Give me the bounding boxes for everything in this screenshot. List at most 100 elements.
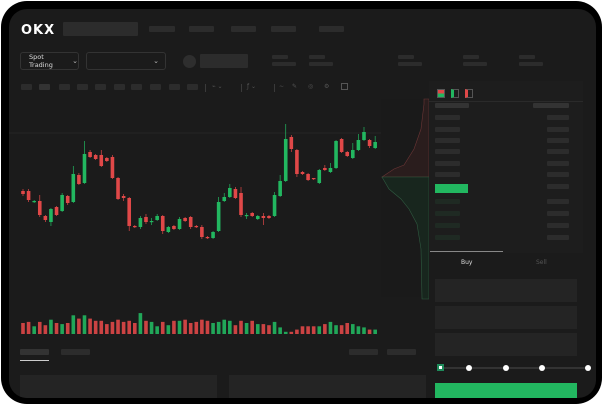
nav-item[interactable] [319, 26, 344, 32]
candle [250, 213, 254, 216]
volume-bar [334, 325, 338, 334]
tab-buy[interactable]: Buy [461, 259, 473, 266]
candle [267, 216, 271, 218]
candle [105, 158, 109, 161]
volume-bar [311, 326, 316, 334]
bid-amount [547, 199, 569, 204]
candle [183, 218, 187, 221]
volume-bar [172, 320, 176, 334]
app-screen: OKX Spot Trading ⌄ ⌄ ⌁ ⌄ ƒ ⌄ ∼ ✎ ◎ ⚙ [9, 9, 596, 398]
volume-bar [116, 319, 120, 334]
depth-asks [381, 98, 429, 178]
volume-bar [216, 321, 221, 334]
volume-bar [295, 329, 299, 334]
volume-bar [138, 313, 143, 334]
candle [311, 178, 316, 180]
price-display [200, 54, 248, 68]
tab-open-orders[interactable] [20, 349, 49, 355]
volume-bar [356, 326, 361, 334]
timeframe-button[interactable] [131, 84, 142, 90]
coin-icon [183, 55, 196, 68]
volume-bar [166, 325, 171, 334]
volume-bar [54, 323, 59, 334]
volume-bar [283, 331, 288, 334]
total-input[interactable] [435, 333, 577, 356]
chevron-down-icon: ⌄ [153, 57, 159, 65]
stat-value [272, 62, 296, 66]
nav-item[interactable] [271, 26, 296, 32]
filter-button[interactable] [349, 349, 378, 355]
candle [43, 216, 48, 220]
volume-bar [345, 323, 350, 334]
candle [60, 195, 64, 211]
candle [133, 226, 137, 228]
candle [373, 142, 377, 148]
volume-bar [21, 323, 25, 334]
timeframe-button[interactable] [39, 84, 50, 90]
amount-input[interactable] [435, 306, 577, 329]
candle [177, 219, 182, 229]
timeframe-button[interactable] [187, 84, 198, 90]
volume-bar [144, 320, 148, 334]
ask-amount [547, 172, 569, 177]
settings-icon[interactable]: ⚙ [324, 83, 330, 90]
volume-bar [228, 320, 232, 334]
volume-bar [367, 329, 372, 334]
volume-bar [160, 321, 165, 334]
slider-handle[interactable] [437, 364, 444, 371]
pencil-icon[interactable]: ✎ [292, 83, 298, 90]
search-bar[interactable] [63, 22, 138, 36]
nav-item[interactable] [189, 26, 214, 32]
candle [272, 195, 277, 216]
orders-panel [20, 375, 217, 398]
stat-value [519, 62, 543, 66]
price-input[interactable] [435, 279, 577, 302]
timeframe-button[interactable] [114, 84, 125, 90]
timeframe-button[interactable] [59, 84, 70, 90]
volume-bar [65, 323, 70, 334]
nav-item[interactable] [231, 26, 256, 32]
timeframe-button[interactable] [77, 84, 88, 90]
buy-button[interactable] [435, 383, 577, 398]
volume-bar [188, 323, 193, 334]
candle [295, 150, 299, 174]
spot-trading-dropdown[interactable]: Spot Trading ⌄ [20, 52, 79, 70]
draw-icon[interactable]: ∼ [279, 83, 285, 90]
depth-bids [381, 176, 429, 300]
volume-bar [155, 326, 159, 334]
mid-price [435, 184, 468, 193]
okx-logo[interactable]: OKX [21, 23, 56, 38]
book-asks-icon[interactable] [465, 89, 473, 98]
volume-bar [99, 320, 104, 334]
tab-order-history[interactable] [61, 349, 90, 355]
candlestick-chart[interactable] [9, 89, 429, 339]
volume-bar [244, 323, 249, 334]
timeframe-button[interactable] [95, 84, 106, 90]
volume-bar [211, 323, 215, 334]
candle [26, 191, 31, 200]
timeframe-button[interactable] [150, 84, 161, 90]
ask-amount [547, 149, 569, 154]
amount-slider[interactable] [437, 364, 591, 371]
timeframe-button[interactable] [21, 84, 32, 90]
camera-icon[interactable]: ◎ [308, 83, 314, 90]
candle [239, 193, 243, 215]
volume-bar [121, 321, 126, 334]
bid-price [435, 211, 460, 216]
nav-item[interactable] [149, 26, 175, 32]
tab-sell[interactable]: Sell [536, 259, 547, 266]
pair-dropdown[interactable]: ⌄ [86, 52, 166, 70]
timeframe-button[interactable] [169, 84, 180, 90]
ask-price [435, 127, 460, 132]
volume-bar [278, 327, 282, 334]
fullscreen-icon[interactable] [341, 83, 348, 90]
candle [300, 172, 305, 174]
book-bids-icon[interactable] [451, 89, 459, 98]
volume-bar [300, 326, 305, 334]
filter-button[interactable] [387, 349, 416, 355]
volume-bar [328, 321, 333, 334]
candle [110, 157, 115, 178]
interval-icon[interactable]: ⌁ ⌄ [212, 83, 223, 90]
indicator-icon[interactable]: ƒ ⌄ [247, 83, 257, 90]
book-both-icon[interactable] [437, 89, 445, 98]
